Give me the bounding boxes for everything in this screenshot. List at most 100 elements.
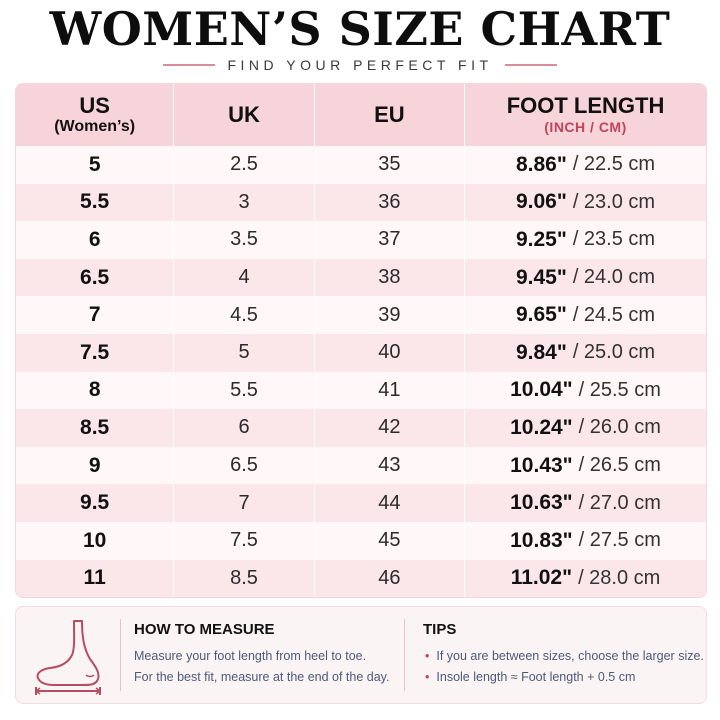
how-to-measure-line: Measure your foot length from heel to to… (134, 649, 367, 663)
cell-eu: 42 (315, 409, 466, 447)
cell-us: 5 (16, 146, 175, 184)
cell-inch: 9.25" (515, 227, 567, 251)
table-row: 9 6.5 43 10.43" / 26.5 cm (16, 446, 706, 485)
cell-inch: 9.65" (515, 303, 567, 327)
cell-cm: / 26.0 cm (578, 416, 661, 439)
cell-foot-length: 9.65" / 24.5 cm (465, 296, 706, 334)
table-row: 7 4.5 39 9.65" / 24.5 cm (16, 296, 706, 334)
cell-cm: / 28.0 cm (578, 566, 661, 589)
cell-inch: 9.45" (515, 265, 567, 289)
cell-foot-length: 10.04" / 25.5 cm (465, 372, 706, 410)
cell-eu: 36 (315, 183, 466, 222)
subtitle-divider-left (163, 64, 216, 66)
cell-uk: 5 (174, 333, 315, 372)
header-uk: UK (174, 84, 315, 146)
cell-uk: 4.5 (174, 296, 315, 334)
cell-cm: / 24.5 cm (572, 303, 656, 326)
cell-foot-length: 9.06" / 23.0 cm (465, 184, 706, 222)
cell-inch: 9.06" (515, 190, 567, 214)
cell-uk: 2.5 (174, 146, 315, 184)
cell-uk: 4 (174, 258, 315, 297)
cell-uk: 3 (174, 183, 315, 222)
header-us-label: US (79, 93, 110, 118)
how-to-measure-line: For the best fit, measure at the end of … (134, 670, 390, 684)
header-eu: EU (315, 84, 466, 146)
subtitle-row: FIND YOUR PERFECT FIT (0, 54, 720, 76)
cell-inch: 10.43" (510, 453, 573, 477)
info-panel: HOW TO MEASURE Measure your foot length … (15, 606, 707, 704)
tip-item: • If you are between sizes, choose the la… (425, 649, 704, 663)
table-body: 5 2.5 35 8.86" / 22.5 cm 5.5 3 36 9.06" … (16, 146, 706, 597)
cell-eu: 40 (315, 333, 466, 372)
header-uk-label: UK (228, 102, 260, 127)
cell-inch: 10.63" (510, 491, 573, 515)
table-row: 11 8.5 46 11.02" / 28.0 cm (16, 559, 706, 597)
info-divider-left (120, 619, 121, 691)
header-foot-length: FOOT LENGTH (INCH / CM) (465, 84, 706, 146)
size-table: US (Women’s) UK EU FOOT LENGTH (INCH / C… (15, 83, 707, 598)
cell-us: 8 (16, 371, 175, 410)
cell-foot-length: 9.45" / 24.0 cm (465, 259, 706, 297)
cell-inch: 10.24" (510, 415, 573, 439)
cell-us: 9.5 (16, 484, 175, 522)
cell-us: 7 (16, 296, 175, 334)
cell-cm: / 24.0 cm (572, 266, 656, 289)
cell-uk: 8.5 (174, 559, 315, 597)
cell-eu: 39 (315, 296, 466, 334)
cell-cm: / 26.5 cm (578, 454, 661, 477)
info-divider-middle (404, 619, 405, 691)
cell-cm: / 23.5 cm (572, 228, 656, 251)
table-row: 7.5 5 40 9.84" / 25.0 cm (16, 333, 706, 372)
cell-uk: 7.5 (174, 521, 315, 560)
cell-foot-length: 9.84" / 25.0 cm (465, 334, 706, 372)
table-row: 10 7.5 45 10.83" / 27.5 cm (16, 521, 706, 560)
tip-text: Insole length ≈ Foot length + 0.5 cm (436, 670, 636, 684)
cell-inch: 10.83" (510, 528, 573, 552)
table-row: 8 5.5 41 10.04" / 25.5 cm (16, 371, 706, 410)
cell-eu: 38 (315, 258, 466, 297)
subtitle-divider-right (504, 64, 557, 66)
table-row: 9.5 7 44 10.63" / 27.0 cm (16, 484, 706, 522)
header-us-sublabel: (Women’s) (54, 118, 136, 135)
cell-foot-length: 10.63" / 27.0 cm (465, 484, 706, 522)
cell-eu: 46 (315, 559, 466, 597)
page-subtitle: FIND YOUR PERFECT FIT (227, 57, 493, 73)
cell-us: 11 (16, 559, 175, 597)
cell-uk: 5.5 (174, 371, 315, 410)
header-foot-sublabel: (INCH / CM) (544, 119, 627, 135)
cell-us: 10 (16, 521, 175, 560)
foot-measure-icon (34, 620, 102, 695)
cell-inch: 11.02" (510, 566, 573, 590)
cell-us: 8.5 (16, 409, 175, 447)
cell-eu: 37 (315, 221, 466, 259)
cell-us: 6 (16, 221, 175, 259)
cell-foot-length: 10.24" / 26.0 cm (465, 409, 706, 447)
cell-foot-length: 9.25" / 23.5 cm (465, 221, 706, 259)
cell-cm: / 25.0 cm (572, 341, 656, 364)
cell-us: 9 (16, 446, 175, 485)
cell-foot-length: 11.02" / 28.0 cm (465, 560, 706, 597)
cell-eu: 44 (315, 484, 466, 522)
header-foot-label: FOOT LENGTH (506, 93, 665, 118)
tip-item: • Insole length ≈ Foot length + 0.5 cm (425, 670, 635, 684)
cell-cm: / 22.5 cm (572, 153, 656, 176)
table-row: 8.5 6 42 10.24" / 26.0 cm (16, 409, 706, 447)
cell-eu: 41 (315, 371, 466, 410)
tips-title: TIPS (423, 621, 457, 638)
cell-inch: 10.04" (510, 378, 573, 402)
cell-cm: / 27.5 cm (578, 529, 661, 552)
cell-us: 5.5 (16, 183, 175, 222)
table-row: 5.5 3 36 9.06" / 23.0 cm (16, 183, 706, 222)
cell-eu: 35 (315, 146, 466, 184)
how-to-measure-title: HOW TO MEASURE (134, 621, 275, 638)
table-header: US (Women’s) UK EU FOOT LENGTH (INCH / C… (16, 84, 706, 146)
tip-text: If you are between sizes, choose the lar… (436, 649, 704, 663)
cell-us: 6.5 (16, 258, 175, 297)
cell-cm: / 27.0 cm (578, 491, 661, 514)
cell-eu: 43 (315, 446, 466, 485)
table-row: 6.5 4 38 9.45" / 24.0 cm (16, 258, 706, 297)
cell-inch: 9.84" (515, 340, 567, 364)
cell-us: 7.5 (16, 333, 175, 372)
cell-uk: 3.5 (174, 221, 315, 259)
cell-uk: 7 (174, 484, 315, 522)
